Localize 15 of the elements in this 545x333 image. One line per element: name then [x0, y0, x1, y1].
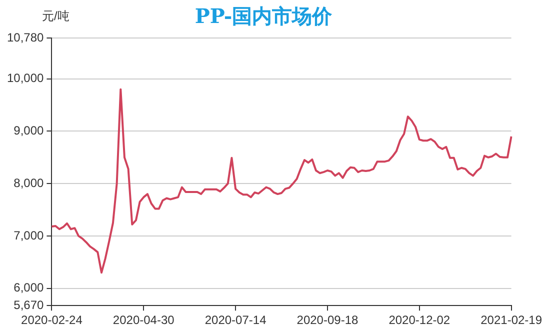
chart-title: PP-国内市场价 — [194, 4, 334, 28]
x-tick-label: 2020-07-14 — [204, 313, 267, 328]
y-tick-label: 9,000 — [14, 124, 44, 138]
x-tick-label: 2020-12-02 — [388, 313, 450, 328]
y-tick-label: 10,000 — [7, 71, 44, 86]
x-tick-label: 2020-09-18 — [296, 313, 358, 328]
y-tick-label: 6,000 — [14, 280, 44, 295]
y-tick-label: 10,780 — [7, 30, 44, 44]
y-axis-title: 元/吨 — [42, 8, 70, 25]
x-tick-label: 2020-04-30 — [112, 313, 175, 328]
y-tick-label: 8,000 — [14, 176, 44, 190]
x-tick-label: 2020-02-24 — [21, 313, 83, 328]
y-tick-label: 5,670 — [14, 298, 44, 312]
y-tick-label: 7,000 — [14, 228, 44, 242]
x-tick-label: 2021-02-19 — [480, 313, 542, 328]
